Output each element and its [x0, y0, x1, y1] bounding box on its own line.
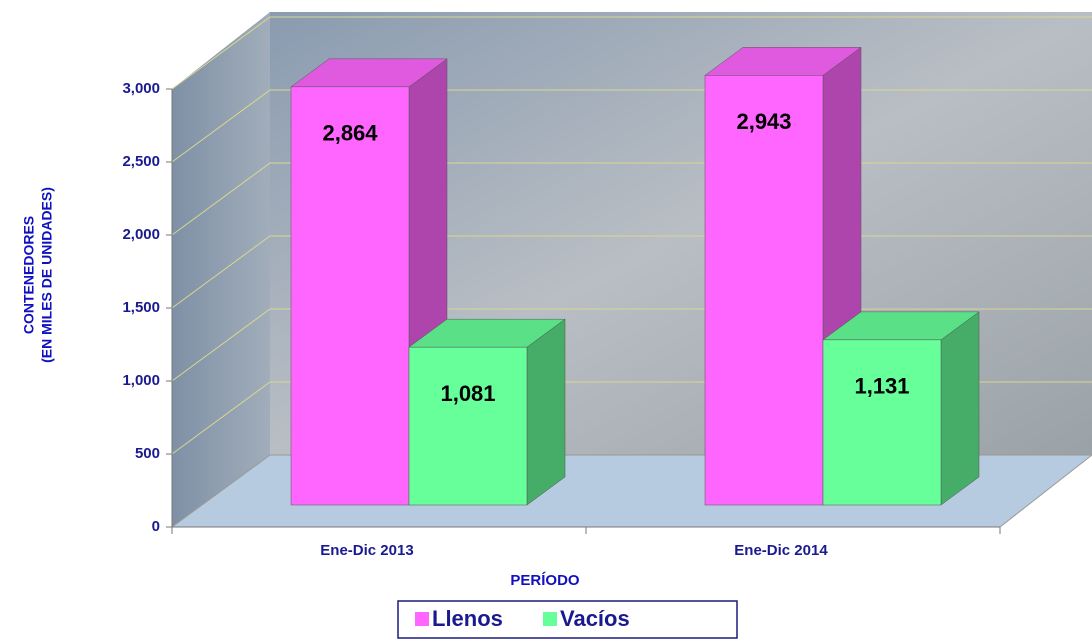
- bar: [705, 75, 823, 505]
- side-wall: [172, 12, 270, 527]
- y-tick-label: 2,500: [122, 153, 160, 170]
- y-tick-label: 1,500: [122, 299, 160, 316]
- y-tick-label: 0: [152, 518, 160, 535]
- legend-swatch: [543, 612, 557, 626]
- chart: 0 500 1,000 1,500 2,000 2,500 3,000 Ene-Dic 20…: [0, 0, 1092, 639]
- value-label: 1,081: [440, 381, 495, 406]
- bar-side: [941, 312, 979, 505]
- value-label: 2,943: [736, 109, 791, 134]
- legend-label: Vacíos: [560, 606, 630, 631]
- bar: [823, 340, 941, 505]
- bar: [291, 87, 409, 505]
- y-tick-label: 2,000: [122, 226, 160, 243]
- x-tick-label: Ene-Dic 2013: [320, 542, 413, 559]
- value-label: 2,864: [322, 121, 378, 146]
- y-axis-label: CONTENEDORES: [21, 216, 37, 334]
- value-label: 1,131: [854, 374, 909, 399]
- x-tick-label: Ene-Dic 2014: [734, 542, 828, 559]
- y-tick-label: 1,000: [122, 372, 160, 389]
- y-axis-label: (EN MILES DE UNIDADES): [39, 187, 55, 363]
- y-tick-label: 500: [135, 445, 160, 462]
- y-tick-label: 3,000: [122, 80, 160, 97]
- legend-swatch: [415, 612, 429, 626]
- bar: [409, 347, 527, 505]
- x-axis-label: PERÍODO: [510, 572, 580, 589]
- bar-side: [527, 319, 565, 505]
- legend-label: Llenos: [432, 606, 503, 631]
